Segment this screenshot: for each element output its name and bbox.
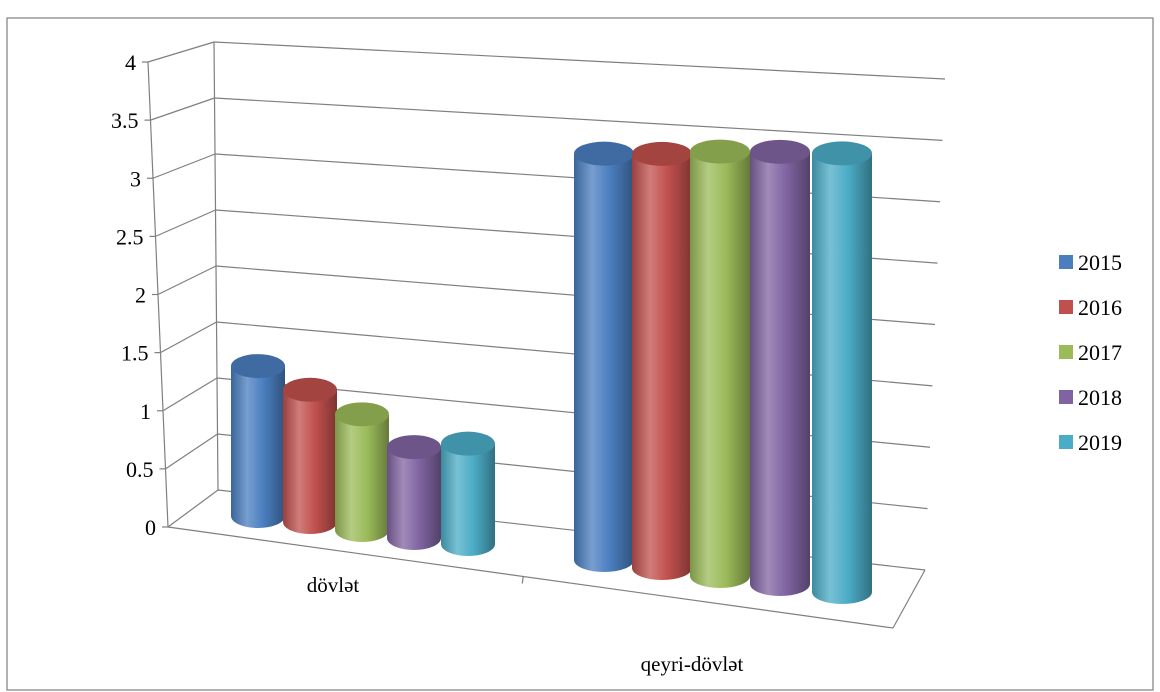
x-category-label: dövlət	[307, 573, 360, 597]
cylinder-top	[750, 139, 810, 164]
legend-item: 2019	[1059, 430, 1122, 455]
side-wall-gridline	[150, 97, 215, 121]
floor-front-edge	[167, 526, 894, 629]
legend-swatch	[1059, 435, 1073, 449]
cylinder-body	[574, 153, 634, 572]
cylinder-top	[387, 435, 441, 460]
cylinder-top	[335, 402, 389, 427]
bar-qeyri-dövlət-2017	[690, 139, 750, 588]
y-tick-label: 2.5	[116, 224, 144, 249]
side-wall-gridline	[155, 209, 216, 237]
cylinder-top	[690, 139, 750, 164]
bar-qeyri-dövlət-2016	[632, 141, 692, 580]
bar-qeyri-dövlət-2019	[812, 141, 872, 604]
side-wall-gridline	[152, 153, 216, 179]
floor-right-edge	[892, 569, 926, 629]
floor-left-edge	[167, 489, 219, 528]
legend-item: 2016	[1059, 295, 1122, 320]
legend-swatch	[1059, 255, 1073, 269]
cylinder-body	[283, 389, 337, 534]
bar-dövlət-2016	[283, 377, 337, 534]
legend-label: 2016	[1078, 295, 1122, 320]
cylinder-body	[231, 366, 285, 528]
bar-dövlət-2019	[441, 431, 495, 556]
bar-dövlət-2017	[335, 402, 389, 542]
legend-label: 2015	[1078, 250, 1122, 275]
bar-dövlət-2015	[231, 354, 285, 528]
cylinder-top	[231, 354, 285, 379]
cylinder-top	[441, 431, 495, 456]
cylinder-body	[335, 414, 389, 542]
legend-item: 2018	[1059, 385, 1122, 410]
side-wall-gridline	[162, 377, 218, 412]
side-wall-gridline	[165, 433, 218, 470]
bar-dövlət-2018	[387, 435, 441, 550]
legend-swatch	[1059, 390, 1073, 404]
y-tick-label: 1.5	[121, 341, 149, 366]
cylinder-top	[574, 141, 634, 166]
cylinder-body	[750, 151, 810, 596]
side-wall-gridline	[160, 321, 217, 354]
cylinder-body	[690, 151, 750, 588]
cylinder-body	[441, 443, 495, 556]
cylinder-body	[632, 153, 692, 580]
side-wall-gridline	[147, 41, 215, 63]
legend-label: 2018	[1078, 385, 1122, 410]
y-tick-label: 3	[130, 166, 141, 191]
back-wall-gridline	[213, 41, 946, 80]
back-wall-gridline	[214, 97, 943, 141]
side-wall-gridline	[157, 265, 217, 296]
cylinder-body	[812, 153, 872, 604]
x-category-label: qeyri-dövlət	[641, 652, 744, 676]
y-tick-label: 0.5	[126, 457, 154, 482]
legend-label: 2017	[1078, 340, 1122, 365]
y-tick-label: 0	[145, 515, 156, 540]
cylinder-top	[632, 141, 692, 166]
y-tick-label: 4	[125, 50, 136, 75]
bar-qeyri-dövlət-2018	[750, 139, 810, 596]
legend-swatch	[1059, 300, 1073, 314]
cylinder-top	[812, 141, 872, 166]
legend-label: 2019	[1078, 430, 1122, 455]
cylinder-top	[283, 377, 337, 402]
cylinder-body	[387, 447, 441, 550]
category-divider-tick	[521, 576, 524, 584]
legend-swatch	[1059, 345, 1073, 359]
bar-qeyri-dövlət-2015	[574, 141, 634, 572]
y-tick-label: 3.5	[111, 108, 139, 133]
y-tick-label: 1	[140, 399, 151, 424]
y-tick-label: 2	[135, 283, 146, 308]
legend-item: 2017	[1059, 340, 1122, 365]
legend-item: 2015	[1059, 250, 1122, 275]
